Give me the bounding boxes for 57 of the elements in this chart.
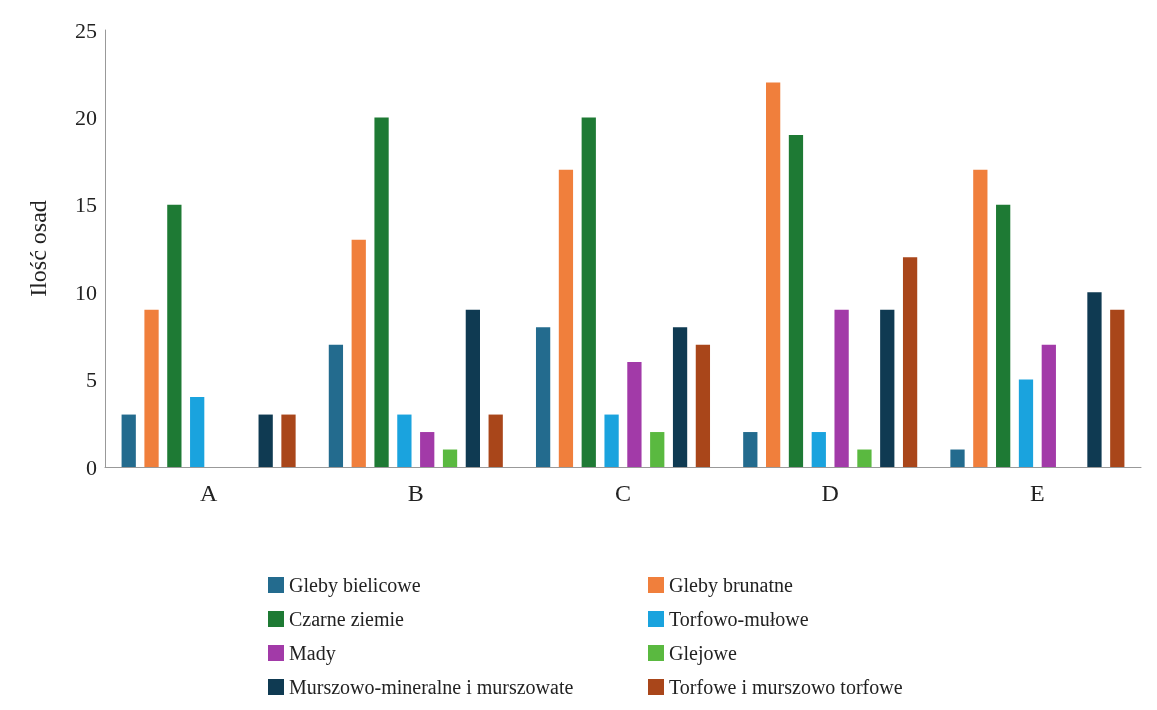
legend-label: Torfowe i murszowo torfowe [669,676,903,698]
bar [627,362,642,467]
x-tick-label: A [199,480,218,506]
bar [488,414,503,467]
x-tick-label: C [614,480,632,506]
y-tick-label: 0 [86,454,97,480]
bar [420,432,435,467]
legend-label: Czarne ziemie [289,608,405,630]
bar [857,449,872,467]
bar [834,309,849,467]
bar [281,414,296,467]
y-tick-label: 10 [75,279,97,305]
legend-label: Gleby bielicowe [289,574,421,597]
bar [535,327,551,467]
bar [1110,309,1125,467]
bar [1041,344,1056,467]
x-tick-label: B [407,480,424,506]
bar [351,239,366,467]
bar [650,432,665,467]
legend-label: Gleby brunatne [669,574,793,597]
bar [950,449,965,467]
bar [190,397,205,467]
y-tick-label: 20 [75,104,97,130]
bar [996,204,1011,467]
bar [465,309,480,467]
bar [672,327,688,467]
legend-label: Murszowo-mineralne i murszowate [289,676,574,698]
bar [695,344,711,467]
bar [258,414,273,467]
bar [743,432,758,467]
y-tick-label: 25 [75,17,97,43]
bar [581,117,596,467]
bar [604,414,619,467]
bar [374,117,389,467]
y-tick-label: 5 [86,367,97,393]
bar [167,204,182,467]
bar [880,309,895,467]
bar [442,449,458,467]
y-axis-title: Ilość osad [25,200,51,297]
legend-label: Torfowo-mułowe [669,608,809,630]
bar [1018,379,1034,467]
bar [328,344,344,467]
x-tick-label: E [1030,480,1045,506]
bar [558,169,574,467]
bar [788,134,804,467]
bar [397,414,412,467]
bar [902,257,918,467]
bar [144,309,159,467]
bar [1087,292,1102,467]
x-tick-label: D [821,480,839,506]
bar [811,432,826,467]
bar [121,414,136,467]
bar [766,82,781,467]
legend-label: Glejowe [669,642,737,665]
y-tick-label: 15 [75,192,97,218]
legend-label: Mady [289,642,336,665]
bar [973,169,988,467]
